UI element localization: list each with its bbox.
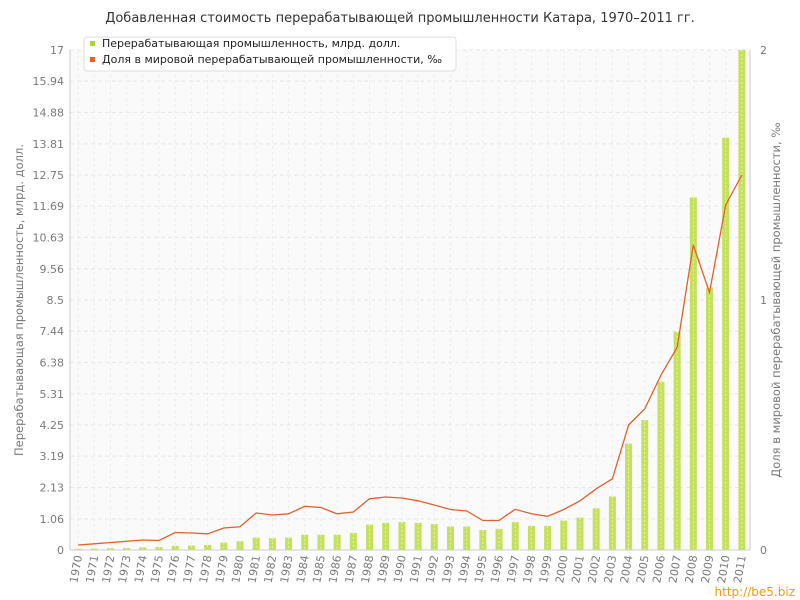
x-tick-label: 1980 [229,554,247,584]
left-tick-label: 5.31 [40,388,65,401]
left-tick-label: 17 [50,44,64,57]
x-tick-label: 1988 [359,554,377,584]
x-tick-label: 1974 [132,554,150,584]
right-tick-label: 1 [760,294,767,307]
left-tick-label: 13.81 [33,138,65,151]
left-tick-label: 11.69 [33,200,65,213]
left-tick-label: 4.25 [40,419,65,432]
x-tick-label: 1979 [213,554,231,584]
x-tick-label: 1999 [537,554,555,584]
bar [463,526,471,550]
x-tick-label: 1985 [310,554,328,584]
left-tick-label: 6.38 [40,356,65,369]
bar [187,545,195,550]
x-tick-label: 2005 [634,554,652,584]
left-axis-ticks: 0 1.06 2.13 3.19 4.25 5.31 6.38 7.44 8.5 9.56 10.6… [33,44,65,557]
left-tick-label: 2.13 [40,481,65,494]
bar [204,545,212,550]
x-tick-label: 1996 [488,554,506,584]
x-tick-label: 2009 [699,554,717,584]
x-tick-label: 2006 [650,554,668,584]
x-tick-label: 1993 [440,554,458,584]
left-tick-label: 12.75 [33,169,65,182]
x-axis-ticks: 1970197119721973197419751976197719781979… [67,554,748,584]
grid [70,49,750,551]
bar [317,534,325,550]
x-tick-label: 2007 [666,554,684,584]
x-tick-label: 1990 [391,554,409,584]
legend: Перерабатывающая промышленность, млрд. д… [83,36,457,72]
legend-box [83,36,457,72]
bar [285,537,293,550]
share-line [78,174,743,546]
left-axis-label: Перерабатывающая промышленность, млрд. д… [12,144,26,456]
x-tick-label: 1982 [262,554,280,584]
x-tick-label: 1978 [197,554,215,584]
x-tick-label: 1987 [343,554,361,584]
right-tick-label: 2 [760,44,767,57]
x-tick-label: 1984 [294,554,312,584]
x-tick-label: 1998 [521,554,539,584]
left-tick-label: 8.5 [47,294,65,307]
x-tick-label: 1975 [148,554,166,584]
right-axis-ticks: 0 1 2 [760,44,767,557]
bar-series [74,50,746,550]
x-tick-label: 1986 [326,554,344,584]
bar [560,520,568,550]
bar [446,526,454,550]
bar [495,528,503,550]
x-tick-label: 2010 [715,554,733,584]
x-tick-label: 2008 [683,554,701,584]
x-tick-label: 1989 [375,554,393,584]
x-tick-label: 1995 [472,554,490,584]
x-tick-label: 1992 [424,554,442,584]
x-tick-label: 2011 [731,554,749,584]
x-tick-label: 1983 [278,554,296,584]
line-series [78,174,743,546]
x-tick-label: 2000 [553,554,571,584]
x-tick-label: 1973 [116,554,134,584]
right-tick-label: 0 [760,544,767,557]
x-tick-label: 2003 [602,554,620,584]
x-tick-label: 2004 [618,554,636,584]
x-tick-label: 1972 [100,554,118,584]
bar [220,542,228,550]
x-tick-label: 1997 [505,554,523,584]
legend-label-bars: Перерабатывающая промышленность, млрд. д… [102,37,400,50]
bar [333,534,341,550]
bar [706,287,714,550]
left-tick-label: 9.56 [40,263,65,276]
left-tick-label: 14.88 [33,106,65,119]
right-axis-label: Доля в мировой перерабатывающей промышле… [769,122,783,477]
bar [608,496,616,550]
left-tick-label: 0 [57,544,64,557]
left-tick-label: 7.44 [40,325,65,338]
watermark: http://be5.biz [715,585,795,599]
x-tick-label: 1977 [181,554,199,584]
x-tick-label: 1976 [165,554,183,584]
bar [252,537,260,550]
bar [171,545,179,550]
x-tick-label: 1970 [67,554,85,584]
x-tick-label: 1994 [456,554,474,584]
x-tick-label: 2001 [569,554,587,584]
legend-swatch-bars [90,41,95,46]
legend-swatch-line [90,57,95,62]
x-tick-label: 1981 [245,554,263,584]
legend-label-line: Доля в мировой перерабатывающей промышле… [102,53,442,66]
left-tick-label: 10.63 [33,231,65,244]
left-tick-label: 15.94 [33,75,65,88]
x-tick-label: 2002 [585,554,603,584]
bar [301,534,309,550]
bar [722,137,730,550]
left-tick-label: 1.06 [40,513,65,526]
x-tick-label: 1991 [407,554,425,584]
left-tick-label: 3.19 [40,450,65,463]
x-tick-label: 1971 [84,554,102,584]
chart-title: Добавленная стоимость перерабатывающей п… [105,11,695,26]
axes [69,50,751,551]
